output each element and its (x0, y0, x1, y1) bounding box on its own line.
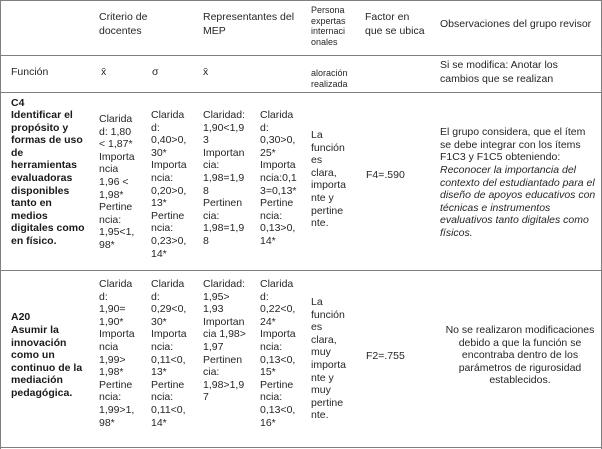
row2-function-text: Asumir la innovación como un continuo de… (11, 324, 83, 399)
row2-mep-mean: Claridad: 1,95> 1,93 Importan cia 1,98> … (203, 278, 246, 404)
row2-mep-sd: Clarida d: 0,22<0, 24* Importa ncia: 0,1… (260, 278, 296, 429)
row2-docentes-mean: Clarida d: 1,90= 1,90* Importa ncia 1,99… (99, 278, 135, 429)
row1-code: C4 (11, 97, 25, 109)
row1-mep-mean: Claridad: 1,90<1,9 3 Importan cia: 1,98=… (203, 109, 246, 247)
header-criterio-docentes: Criterio de docentes (99, 11, 148, 37)
row1-experts: La función es clara, importa nte y perti… (311, 129, 347, 230)
row2-observation: No se realizaron modificaciones debido a… (445, 324, 595, 387)
row1-docentes-sd: Clarida d: 0,40>0, 30* Importa ncia: 0,2… (151, 109, 187, 260)
table-border-bottom (0, 447, 602, 448)
row1-observation: El grupo considera, que el ítem se debe … (440, 126, 586, 164)
subheader-divider (0, 92, 602, 93)
subheader-funcion: Función (11, 66, 49, 78)
row1-mep-sd: Clarida d: 0,30>0, 25* Importa ncia:0,1 … (260, 109, 297, 247)
row1-observation-proposal: Reconocer la importancia del contexto de… (440, 164, 596, 239)
header-expertas-internacionales: Persona expertas internaci onales (311, 5, 346, 47)
header-divider (0, 55, 602, 56)
row1-function-text: Identificar el propósito y formas de uso… (11, 109, 85, 247)
row2-docentes-sd: Clarida d: 0,29<0, 30* Importa ncia: 0,1… (151, 278, 187, 429)
row1-docentes-mean: Clarida d: 1,80 < 1,87* Importa ncia 1,9… (99, 113, 135, 251)
subheader-sd-docentes: σ (152, 66, 159, 78)
subheader-mean-docentes: x̄ (101, 66, 107, 78)
subheader-obs-note: Si se modifica: Anotar los cambios que s… (440, 59, 558, 85)
table-border-top (0, 0, 602, 1)
subheader-mean-mep: x̄ (203, 66, 209, 78)
row2-factor: F2=.755 (366, 350, 405, 362)
row1-factor: F4=.590 (366, 169, 405, 181)
row2-experts: La función es clara, muy importa nte y m… (311, 296, 347, 422)
row-divider (0, 270, 602, 271)
table-border-left (0, 0, 1, 449)
header-observaciones: Observaciones del grupo revisor (440, 18, 592, 30)
header-representantes-mep: Representantes del MEP (203, 11, 295, 37)
subheader-valoracion: aloración realizada (311, 68, 348, 89)
header-factor: Factor en que se ubica (365, 11, 425, 37)
row2-code: A20 (11, 311, 31, 323)
